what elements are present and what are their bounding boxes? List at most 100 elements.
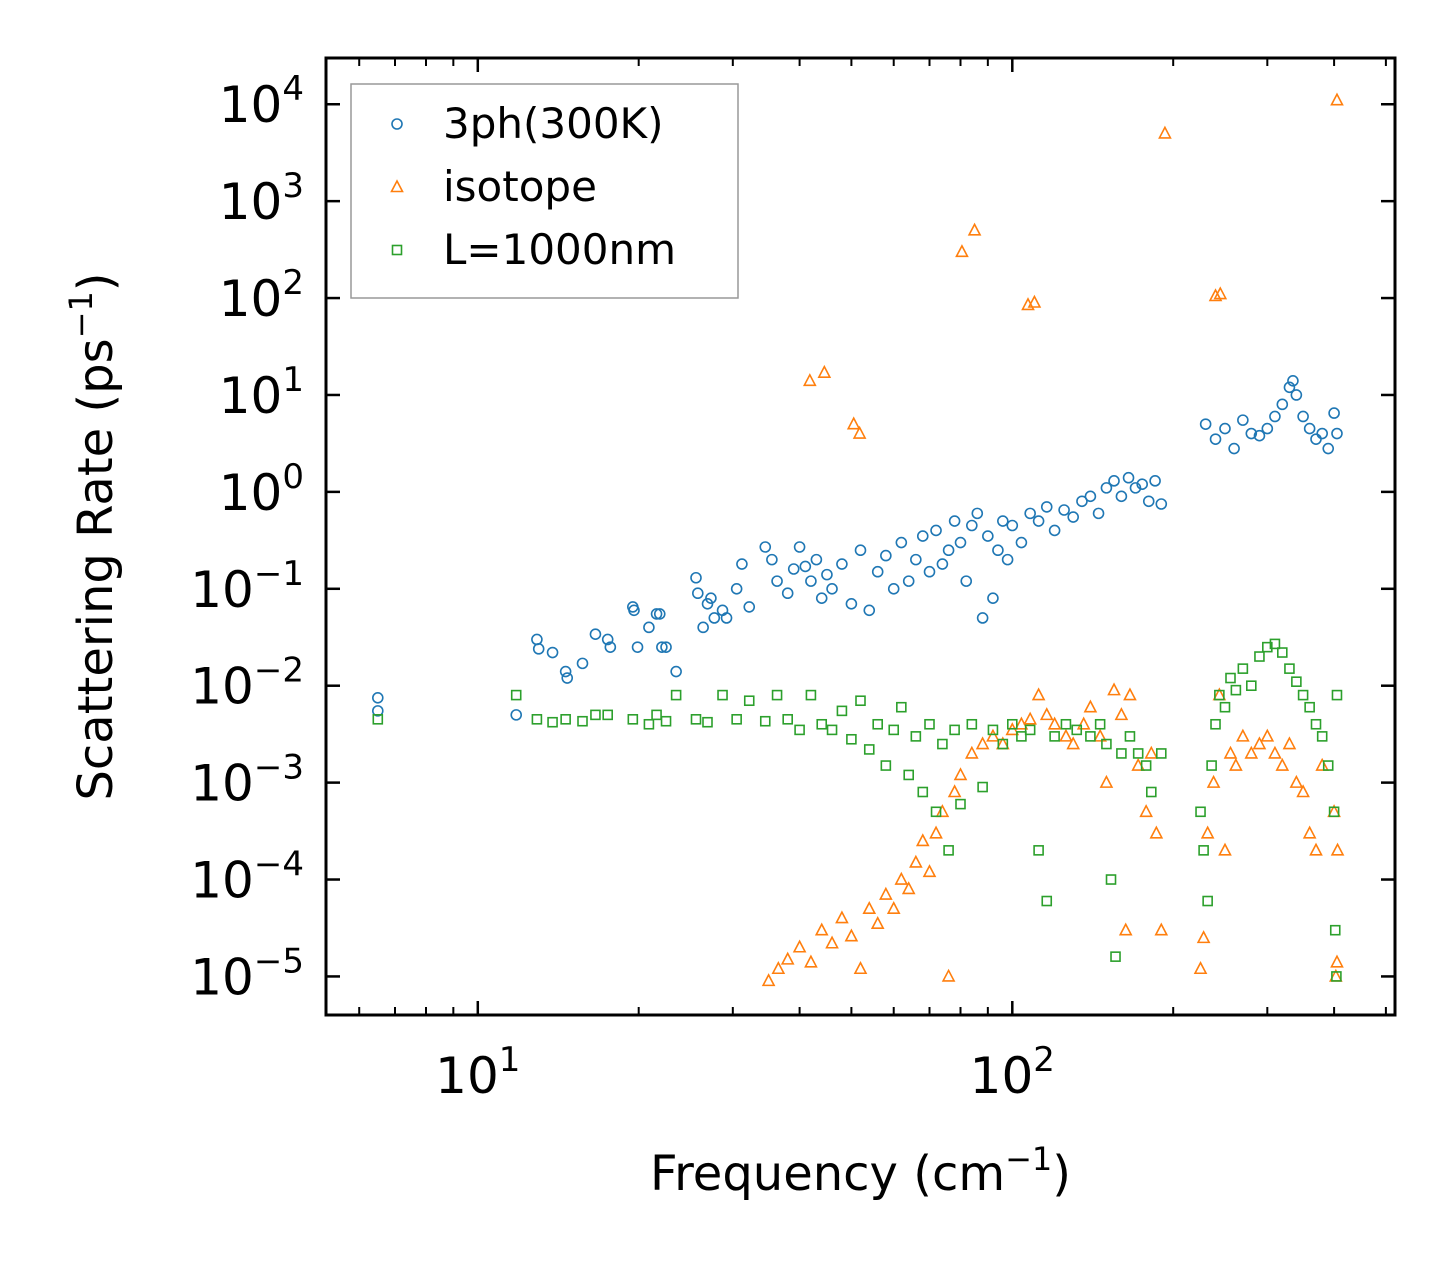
data-point [836,558,848,570]
data-point [1047,716,1062,730]
data-point [1315,757,1330,771]
data-point [947,784,962,798]
data-point [802,373,817,387]
data-point [1149,825,1164,839]
data-point [1195,806,1206,818]
data-point [1092,507,1105,520]
data-point [982,530,994,542]
x-tick-label: 102 [970,1040,1055,1105]
data-point [910,553,922,566]
data-point [780,951,795,965]
data-point [1330,954,1344,968]
data-point [1218,842,1232,856]
data-point [1309,842,1323,856]
data-point [1284,663,1295,674]
data-point [670,665,682,678]
data-point [879,886,893,900]
data-point [930,806,942,818]
data-point [561,672,574,684]
data-point [697,621,709,634]
x-axis-label: Frequency (cm−1) [650,1140,1071,1202]
data-point [967,222,982,236]
data-point [650,608,663,620]
data-point [977,781,988,793]
data-point [1059,728,1073,742]
data-point [852,425,867,439]
data-point [935,804,950,818]
data-point [1228,442,1240,455]
data-point [1149,475,1161,487]
data-point [1253,429,1266,442]
data-point [731,714,742,725]
data-point [1146,786,1157,798]
data-point [782,714,793,725]
data-point [1144,745,1159,759]
data-point [1093,728,1107,742]
data-point [660,641,672,653]
data-point [532,643,545,655]
data-point [971,507,984,520]
data-point [870,915,885,930]
data-point [1139,804,1153,818]
data-point [1209,433,1222,445]
data-point [1123,687,1137,701]
data-point [910,731,922,742]
data-point [1260,728,1275,742]
legend-label: 3ph(300K) [443,99,663,148]
data-point [1198,845,1209,856]
data-point [577,715,588,727]
data-point [1199,418,1212,430]
data-point [1100,482,1113,494]
data-point [1252,736,1267,750]
data-point [651,709,662,721]
data-point [826,724,838,736]
data-point [1225,672,1236,684]
data-point [1213,286,1228,300]
data-point [576,657,589,670]
data-point [917,786,929,798]
data-point [759,541,772,553]
data-point [948,515,961,527]
data-point [909,854,923,868]
data-point [863,744,875,755]
data-point [1154,922,1169,936]
data-point [1158,125,1172,139]
data-point [816,718,828,730]
series-square [372,638,1343,982]
data-point [708,612,721,624]
data-point [1001,553,1014,566]
data-point [1219,701,1231,713]
data-point [901,881,916,895]
data-point [1322,442,1335,455]
data-point [894,871,909,885]
data-points [371,92,1345,987]
data-point [631,641,644,653]
data-point [1024,507,1036,520]
data-point [604,641,617,653]
data-point [886,900,901,914]
data-point [1101,738,1112,750]
data-point [1328,407,1340,419]
data-point [1289,774,1304,788]
data-point [1129,482,1142,494]
y-tick-label: 100 [219,457,304,522]
data-point [1108,475,1120,487]
data-point [1076,495,1088,508]
data-point [1283,381,1296,394]
y-tick-label: 10−3 [190,748,304,813]
data-point [986,728,1000,742]
data-point [887,582,900,595]
data-point [510,709,523,721]
data-point [1331,971,1342,982]
y-tick-label: 10−4 [190,845,304,910]
data-point [547,716,558,728]
data-point [880,760,892,771]
data-point [966,519,978,532]
data-point [810,553,823,566]
data-point [1331,689,1343,701]
data-point [844,928,859,942]
data-point [730,582,743,595]
data-point [1262,641,1273,653]
data-point [922,864,937,878]
data-point [1083,699,1098,713]
